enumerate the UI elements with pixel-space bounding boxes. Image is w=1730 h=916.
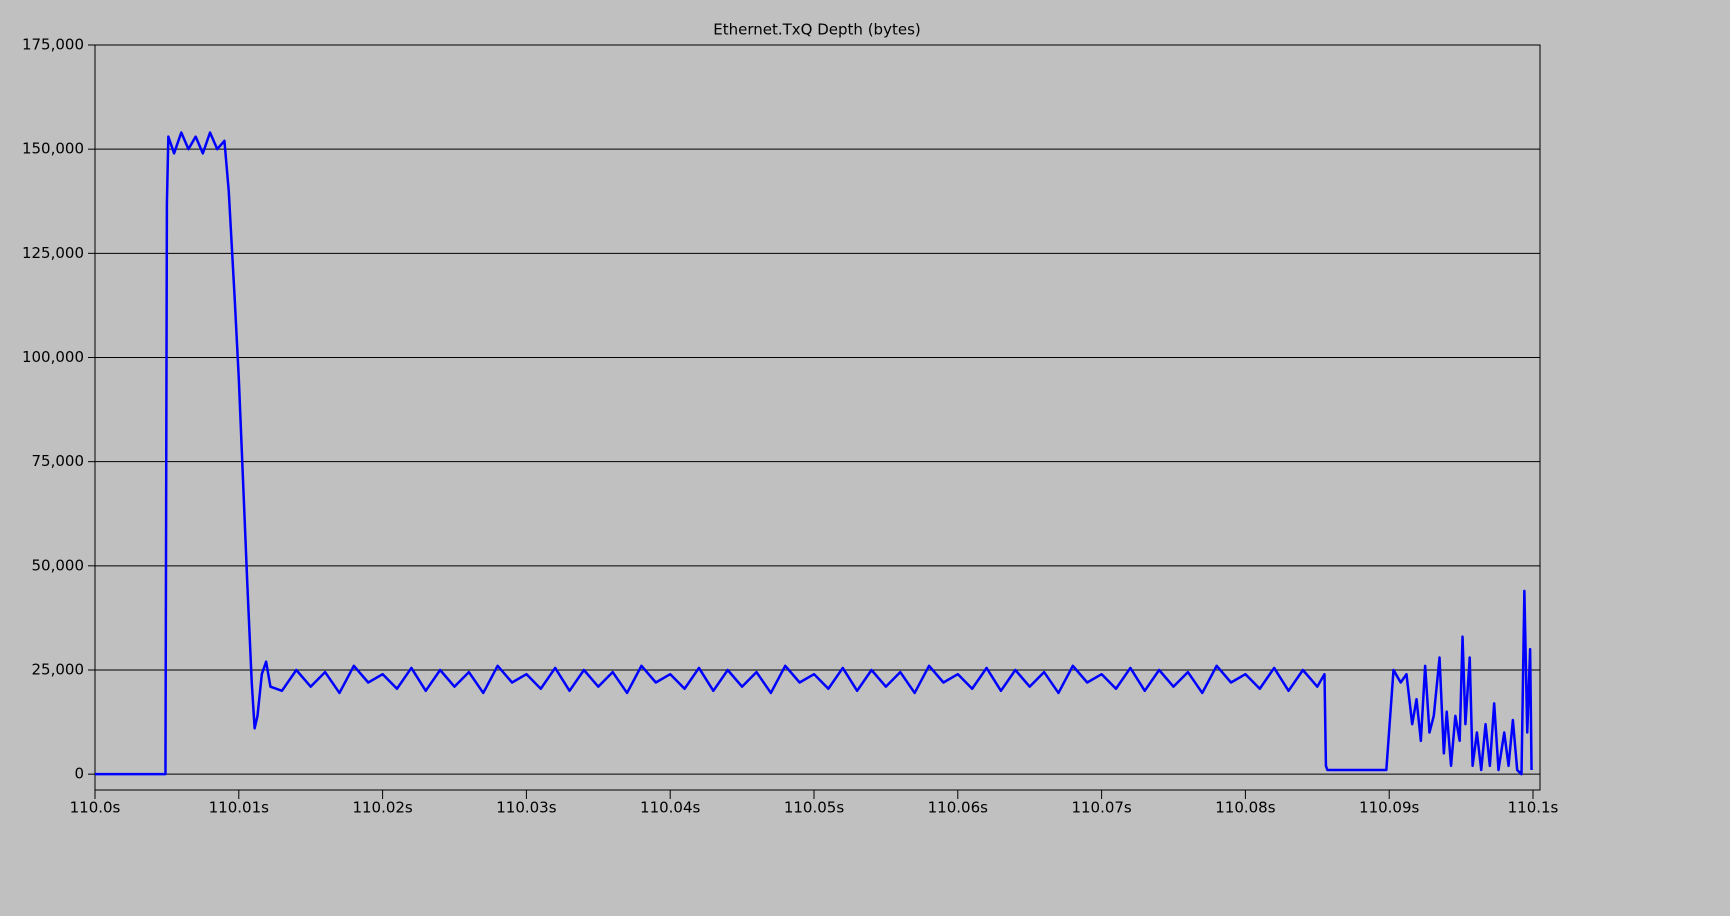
x-tick-label: 110.02s: [352, 799, 412, 817]
y-tick-label: 25,000: [32, 661, 85, 679]
x-tick-label: 110.08s: [1215, 799, 1275, 817]
x-tick-label: 110.09s: [1359, 799, 1419, 817]
x-tick-label: 110.1s: [1508, 799, 1559, 817]
x-tick-label: 110.06s: [928, 799, 988, 817]
y-tick-label: 0: [74, 765, 84, 783]
x-tick-label: 110.05s: [784, 799, 844, 817]
y-tick-label: 75,000: [32, 452, 85, 470]
x-tick-label: 110.01s: [209, 799, 269, 817]
y-tick-label: 175,000: [22, 36, 84, 54]
chart-title: Ethernet.TxQ Depth (bytes): [713, 21, 920, 39]
x-tick-label: 110.04s: [640, 799, 700, 817]
y-tick-label: 50,000: [32, 556, 85, 574]
y-tick-label: 100,000: [22, 348, 84, 366]
y-tick-label: 150,000: [22, 140, 84, 158]
x-tick-label: 110.03s: [496, 799, 556, 817]
y-tick-label: 125,000: [22, 244, 84, 262]
series-line: [95, 131, 1533, 776]
x-tick-label: 110.07s: [1071, 799, 1131, 817]
x-tick-label: 110.0s: [70, 799, 121, 817]
